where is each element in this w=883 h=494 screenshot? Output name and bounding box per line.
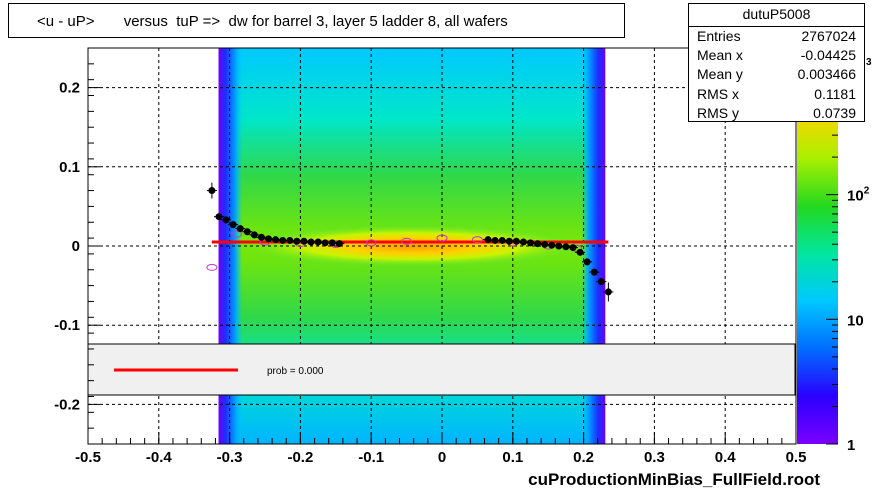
- y-axis-ticks: 0.2 0.1 0 -0.1 -0.2: [54, 47, 100, 445]
- heatmap-core: [231, 224, 593, 268]
- profile-point: [512, 237, 520, 245]
- x-tick-label: -0.5: [75, 449, 101, 466]
- profile-point: [498, 236, 506, 244]
- profile-point: [335, 240, 343, 248]
- profile2-point: [231, 230, 243, 238]
- profile2-point: [365, 239, 377, 247]
- profile-point: [527, 239, 534, 247]
- profile-point: [597, 278, 605, 286]
- profile-point: [491, 236, 499, 244]
- profile-point: [328, 239, 336, 247]
- profile2-point: [436, 234, 448, 242]
- profile-point: [519, 238, 527, 246]
- profile-point: [307, 238, 315, 246]
- title-box: <u - uP> versus tuP => dw for barrel 3, …: [8, 3, 625, 38]
- data-marks: [206, 182, 614, 302]
- profile-point: [257, 233, 265, 241]
- profile-point: [562, 243, 570, 251]
- profile-point: [590, 268, 598, 276]
- x-tick-label: -0.2: [287, 449, 313, 466]
- profile-point: [215, 213, 223, 221]
- profile-point: [321, 239, 329, 247]
- legend-prob-text: prob = 0.000: [267, 366, 324, 377]
- profile-point: [569, 244, 577, 252]
- profile-point: [222, 216, 230, 224]
- profile-point: [300, 237, 308, 245]
- y-tick-label: 0.2: [59, 80, 80, 97]
- profile-point: [236, 225, 244, 233]
- profile-point: [314, 238, 322, 246]
- profile-point: [505, 237, 513, 245]
- y-tick-label: 0.1: [59, 159, 80, 176]
- x-tick-label: -0.3: [217, 449, 243, 466]
- profile-point: [243, 228, 251, 236]
- profile2-point: [401, 237, 413, 245]
- x-tick-label: -0.4: [146, 449, 173, 466]
- profile-point: [583, 258, 591, 266]
- profile2-point: [206, 263, 218, 271]
- profile-point: [208, 187, 216, 195]
- stats-separator: [689, 26, 864, 27]
- x-tick-label: 0.5: [786, 449, 807, 466]
- plot-title: <u - uP> versus tuP => dw for barrel 3, …: [37, 13, 508, 30]
- legend-box: prob = 0.000: [87, 343, 796, 396]
- stats-box: dutuP5008 Entries 2767024 Mean x -0.04425 …: [688, 3, 865, 122]
- profile-point: [576, 248, 584, 256]
- profile-point: [548, 241, 556, 249]
- x-tick-label: 0.4: [715, 449, 737, 466]
- x-tick-label: 0: [438, 449, 446, 466]
- profile-point: [293, 237, 301, 245]
- stats-row-mean-y: Mean y 0.003466: [697, 66, 856, 82]
- profile-point: [534, 240, 542, 248]
- y-tick-label: 0: [72, 238, 80, 255]
- y-tick-label: -0.2: [54, 396, 80, 413]
- x-tick-label: 0.2: [573, 449, 594, 466]
- stats-row-rms-x: RMS x 0.1181: [697, 86, 856, 102]
- profile-point: [265, 235, 273, 243]
- profile-point: [541, 240, 549, 248]
- y-tick-label: -0.1: [54, 317, 80, 334]
- z-tick-label: 3: [866, 57, 872, 68]
- profile-point: [272, 236, 280, 244]
- color-scale-ticks: 1 10 102 3: [826, 57, 872, 454]
- profile-point: [286, 236, 294, 244]
- z-tick-label: 10: [847, 312, 864, 329]
- z-tick-label: 102: [847, 186, 870, 205]
- stats-row-entries: Entries 2767024: [697, 28, 856, 44]
- stats-row-rms-y: RMS y 0.0739: [697, 105, 856, 121]
- z-tick-label: 1: [847, 437, 855, 454]
- x-tick-label: -0.1: [358, 449, 384, 466]
- profile-point: [229, 221, 237, 229]
- profile-point: [555, 242, 563, 250]
- profile-point: [279, 236, 287, 244]
- stats-row-mean-x: Mean x -0.04425: [697, 47, 856, 63]
- x-tick-label: 0.1: [502, 449, 523, 466]
- stats-histogram-name: dutuP5008: [742, 6, 811, 22]
- footer-filename: cuProductionMinBias_FullField.root: [528, 470, 820, 489]
- x-axis-ticks: -0.5 -0.4 -0.3 -0.2 -0.1 0 0.1 0.2 0.3 0.4 0.5: [75, 432, 806, 466]
- profile-point: [250, 231, 258, 239]
- x-tick-label: 0.3: [644, 449, 665, 466]
- profile2-point: [471, 236, 483, 244]
- profile-point: [484, 236, 492, 244]
- profile-point: [604, 288, 612, 296]
